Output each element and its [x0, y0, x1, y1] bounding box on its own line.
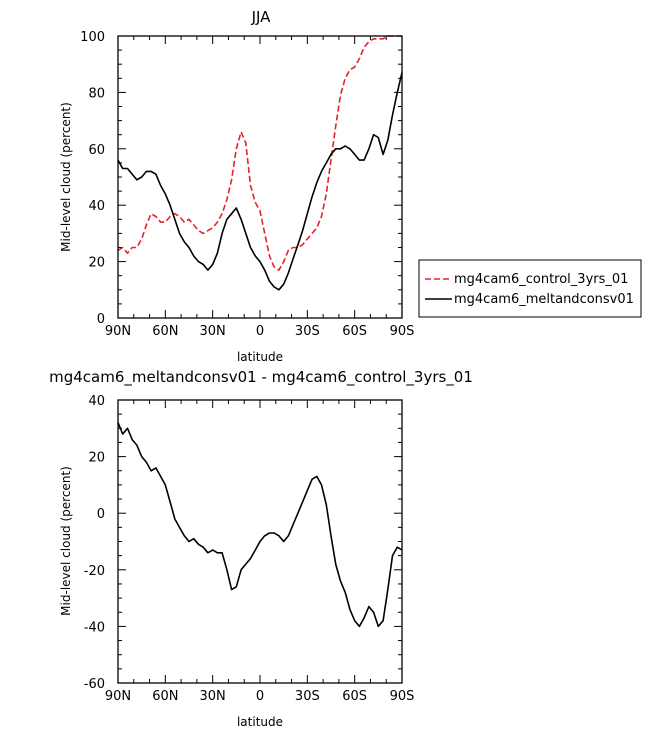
top-axis-ticks [117, 35, 403, 319]
top-series-line-0 [117, 35, 402, 271]
bottom-y-tick-label: -40 [84, 620, 105, 635]
top-plot-frame [117, 35, 403, 319]
top-series-lines [117, 35, 403, 291]
top-y-tick-labels: 0 20 40 60 80 100 [80, 30, 105, 327]
top-y-tick-label: 80 [88, 86, 105, 101]
top-y-tick-label: 100 [80, 30, 105, 45]
top-x-tick-label: 90S [390, 324, 415, 339]
top-y-tick-label: 0 [97, 312, 105, 327]
top-x-tick-label: 30N [200, 324, 226, 339]
legend: mg4cam6_control_3yrs_01 mg4cam6_meltandc… [418, 259, 642, 318]
top-y-tick-label: 60 [88, 143, 105, 158]
top-x-tick-label: 60N [152, 324, 178, 339]
top-series-line-1 [117, 72, 403, 291]
top-x-tick-label: 30S [295, 324, 320, 339]
bottom-y-axis-label: Mid-level cloud (percent) [59, 466, 73, 616]
bottom-x-axis-label: latitude [237, 715, 283, 729]
bottom-x-tick-label: 60S [342, 689, 367, 704]
top-panel: JJA 90N 60N 30N 0 30S 60S 90S 0 20 40 60 80 100 lat… [59, 8, 414, 364]
legend-label-control: mg4cam6_control_3yrs_01 [454, 272, 628, 287]
top-x-tick-label: 90N [105, 324, 131, 339]
bottom-x-tick-label: 0 [256, 689, 264, 704]
bottom-x-tick-label: 30S [295, 689, 320, 704]
bottom-x-tick-label: 90S [390, 689, 415, 704]
bottom-chart-title: mg4cam6_meltandconsv01 - mg4cam6_control… [49, 368, 473, 387]
top-chart-title: JJA [251, 8, 272, 26]
bottom-y-tick-label: -60 [84, 677, 105, 692]
top-x-axis-label: latitude [237, 350, 283, 364]
bottom-y-tick-label: 20 [88, 451, 105, 466]
top-x-tick-label: 0 [256, 324, 264, 339]
bottom-y-tick-label: -20 [84, 564, 105, 579]
bottom-y-tick-label: 0 [97, 507, 105, 522]
bottom-x-tick-label: 60N [152, 689, 178, 704]
top-y-axis-label: Mid-level cloud (percent) [59, 102, 73, 252]
bottom-series-line-0 [117, 422, 403, 628]
bottom-x-tick-label: 30N [200, 689, 226, 704]
bottom-panel: mg4cam6_meltandconsv01 - mg4cam6_control… [49, 368, 473, 729]
top-x-tick-label: 60S [342, 324, 367, 339]
top-y-tick-label: 20 [88, 256, 105, 271]
bottom-x-tick-label: 90N [105, 689, 131, 704]
top-y-tick-label: 40 [88, 199, 105, 214]
legend-box [418, 259, 642, 318]
bottom-y-tick-labels: -60 -40 -20 0 20 40 [84, 394, 105, 692]
bottom-y-tick-label: 40 [88, 394, 105, 409]
legend-label-meltandconsv: mg4cam6_meltandconsv01 [454, 292, 634, 307]
bottom-series-lines [117, 422, 403, 628]
top-x-tick-labels: 90N 60N 30N 0 30S 60S 90S [105, 324, 415, 339]
bottom-plot-frame [117, 399, 403, 684]
bottom-x-tick-labels: 90N 60N 30N 0 30S 60S 90S [105, 689, 415, 704]
